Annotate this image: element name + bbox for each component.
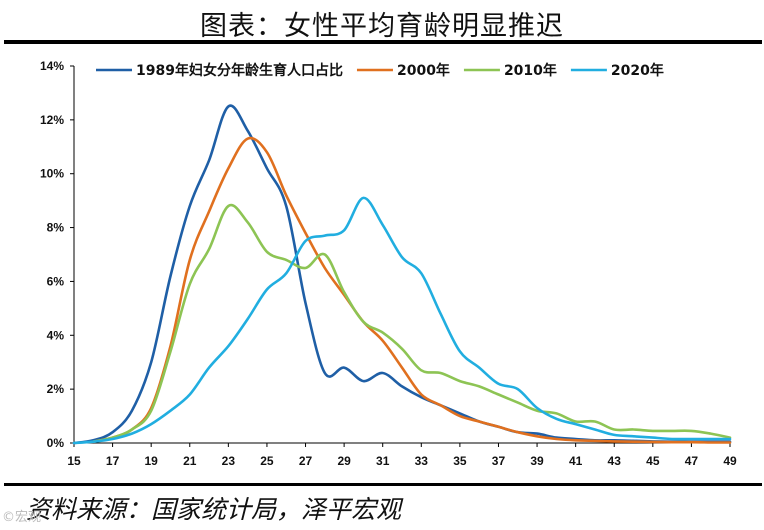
- x-tick-label: 19: [144, 454, 158, 468]
- x-tick-label: 37: [492, 454, 506, 468]
- legend-label-3: 2020年: [611, 62, 664, 79]
- x-tick-label: 15: [67, 454, 81, 468]
- x-tick-label: 25: [260, 454, 274, 468]
- legend-label-2: 2010年: [504, 62, 557, 79]
- x-tick-label: 17: [106, 454, 120, 468]
- y-tick-label: 4%: [47, 328, 65, 342]
- series-line-2: [92, 203, 732, 443]
- y-tick-label: 6%: [47, 274, 65, 288]
- line-chart: 0% 2% 4% 6% 8% 10% 12% 14% 15 17 19 21 23 25 27 29 31 33 3…: [40, 59, 737, 468]
- legend-label-1: 2000年: [397, 62, 450, 79]
- y-tick-label: 0%: [47, 436, 65, 450]
- page-title: 图表：女性平均育龄明显推迟: [200, 11, 564, 42]
- y-tick-label: 8%: [47, 221, 65, 235]
- x-tick-label: 39: [530, 454, 544, 468]
- y-tick-label: 12%: [40, 113, 64, 127]
- source-divider: [4, 483, 762, 486]
- x-tick-label: 43: [608, 454, 622, 468]
- x-tick-label: 27: [299, 454, 313, 468]
- x-tick-label: 23: [222, 454, 236, 468]
- y-tick-label: 10%: [40, 167, 64, 181]
- x-tick-label: 35: [453, 454, 467, 468]
- series-line-3: [72, 196, 732, 445]
- source-note: 资料来源：国家统计局，泽平宏观: [26, 495, 402, 524]
- watermark: ©宏观: [2, 510, 42, 525]
- x-tick-label: 41: [569, 454, 583, 468]
- x-tick-label: 21: [183, 454, 197, 468]
- x-tick-label: 33: [415, 454, 429, 468]
- x-tick-label: 31: [376, 454, 390, 468]
- y-tick-label: 2%: [47, 382, 65, 396]
- y-tick-label: 14%: [40, 59, 64, 73]
- x-tick-label: 49: [723, 454, 737, 468]
- x-tick-label: 29: [337, 454, 351, 468]
- series-line-1: [92, 136, 732, 444]
- legend-label-0: 1989年妇女分年龄生育人口占比: [136, 62, 343, 79]
- title-divider: [4, 40, 762, 44]
- x-tick-label: 45: [646, 454, 660, 468]
- x-tick-label: 47: [685, 454, 699, 468]
- series-line-0: [72, 104, 732, 445]
